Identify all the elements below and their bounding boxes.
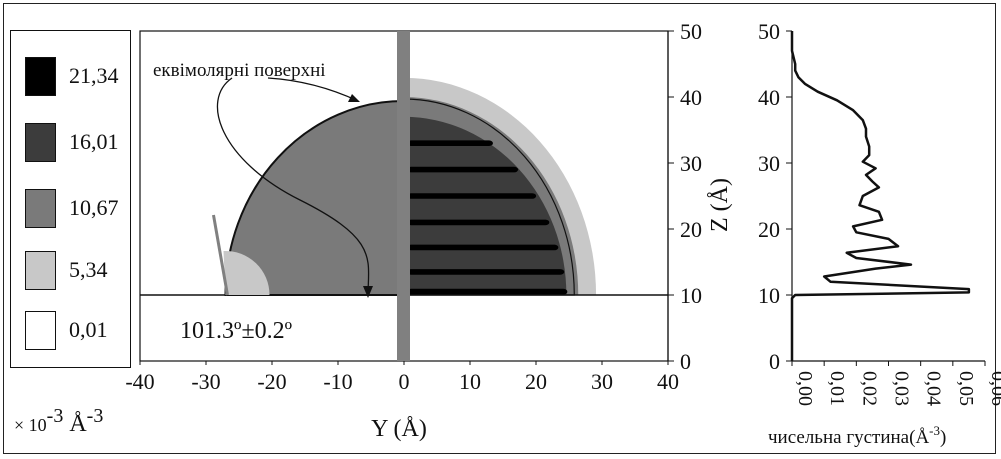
density-y-tick-label: 20 (758, 217, 780, 242)
equimolar-surface-label: еквімолярні поверхні (153, 60, 326, 81)
y-axis-label: Z (Å) (707, 178, 733, 232)
x-axis-label: Y (Å) (371, 416, 427, 442)
density-y-tick-label: 30 (758, 151, 780, 176)
density-layer-band-4 (407, 219, 550, 226)
unit-main: Å (63, 411, 87, 437)
contact-angle-wedge (223, 250, 270, 295)
x-tick-label: -20 (257, 369, 286, 394)
contact-angle-label: 101.3º±0.2º (180, 318, 293, 344)
legend-label-21-34: 21,34 (69, 63, 119, 88)
density-profile-line (790, 31, 971, 361)
legend-swatch-0-01 (25, 311, 56, 350)
x-tick-label: -10 (323, 369, 352, 394)
density-x-tick-label: 0,06 (987, 371, 1001, 406)
x-tick-label: 30 (591, 369, 613, 394)
y-tick-label: 40 (680, 85, 702, 110)
density-x-tick-label: 0,04 (923, 371, 945, 406)
x-tick-label: 0 (399, 369, 410, 394)
legend-label-10-67: 10,67 (69, 195, 119, 220)
density-y-tick-label: 0 (769, 349, 780, 374)
x-tick-label: 10 (459, 369, 481, 394)
density-layer-band-6 (407, 166, 519, 173)
density-x-tick-label: 0,03 (891, 371, 913, 406)
density-x-tick-label: 0,02 (858, 371, 880, 406)
density-x-tick-label: 0,00 (794, 371, 816, 406)
droplet-density-map (403, 77, 597, 296)
annotation-arrow-right (267, 77, 359, 102)
density-x-tick-label: 0,05 (955, 371, 977, 406)
legend-label-0-01: 0,01 (69, 317, 108, 342)
density-region-level3 (404, 116, 567, 295)
legend-swatch-5-34 (25, 251, 56, 290)
density-axis-label-exp: -3 (929, 423, 940, 438)
density-layer-band-7 (407, 140, 493, 147)
density-axis-label-main: чисельна густина(Å (768, 427, 929, 448)
density-axis-label-end: ) (940, 427, 946, 448)
y-tick-label: 0 (680, 349, 691, 374)
x-tick-label: -40 (125, 369, 154, 394)
y-tick-label: 20 (680, 217, 702, 242)
density-y-tick-label: 40 (758, 85, 780, 110)
legend-unit-label: × 10-3 Å-3 (14, 405, 103, 438)
density-layer-band-2 (407, 269, 565, 275)
density-axis-label: чисельна густина(Å-3) (768, 423, 946, 448)
legend-swatch-10-67 (25, 189, 56, 228)
y-tick-label: 50 (680, 19, 702, 44)
figure-frame (3, 3, 996, 454)
density-layer-band-3 (407, 244, 559, 251)
y-tick-label: 30 (680, 151, 702, 176)
x-tick-label: 40 (657, 369, 679, 394)
legend-swatch-16-01 (25, 123, 56, 162)
tangent-line (212, 214, 229, 296)
density-layer-band-5 (407, 193, 537, 199)
arrowhead-left (363, 286, 373, 298)
density-y-tick-label: 50 (758, 19, 780, 44)
equimolar-contour-right (403, 98, 575, 296)
x-tick-label: 20 (525, 369, 547, 394)
legend-swatch-21-34 (25, 57, 56, 96)
x-tick-label: -30 (191, 369, 220, 394)
center-divider (397, 31, 410, 361)
density-x-tick-label: 0,01 (826, 371, 848, 406)
legend-label-16-01: 16,01 (69, 129, 119, 154)
y-tick-label: 10 (680, 283, 702, 308)
density-layer-band-1 (407, 288, 568, 295)
legend-label-5-34: 5,34 (69, 257, 108, 282)
unit-prefix: × 10 (14, 415, 47, 435)
unit-exponent: -3 (46, 405, 64, 427)
color-legend: 21,34 16,01 10,67 5,34 0,01 (10, 30, 131, 368)
arrowhead-right (348, 94, 360, 102)
density-y-tick-label: 10 (758, 283, 780, 308)
unit-exponent-2: -3 (86, 405, 104, 427)
annotation-arrow-left (216, 77, 370, 297)
